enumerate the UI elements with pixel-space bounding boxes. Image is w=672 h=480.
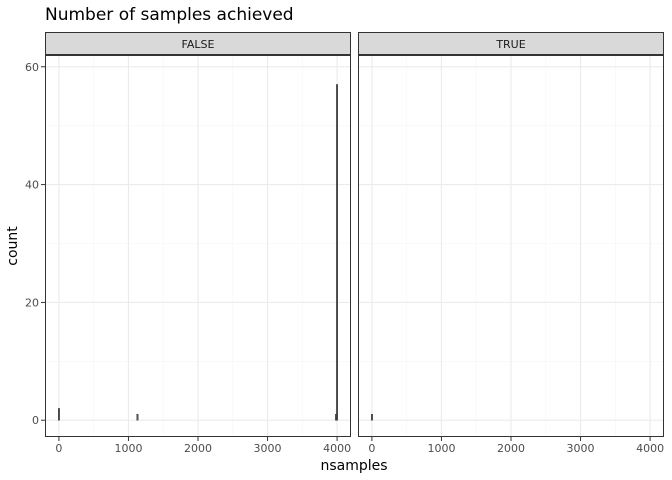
histogram-bar (58, 408, 60, 421)
x-tick-label: 0 (368, 442, 375, 455)
chart-title: Number of samples achieved (45, 5, 294, 25)
x-tick-label: 1000 (427, 442, 455, 455)
y-tick-label: 20 (25, 296, 39, 309)
facet-strip-label: FALSE (182, 38, 215, 51)
x-tick-label: 1000 (114, 442, 142, 455)
facet-strip (358, 32, 664, 55)
histogram-bar (336, 84, 338, 421)
panel-border (45, 55, 351, 437)
facet-strip-label: TRUE (495, 38, 525, 51)
x-axis-title: nsamples (320, 458, 387, 474)
facet-strip (45, 32, 351, 55)
histogram-bar (136, 414, 139, 421)
x-tick-label: 2000 (497, 442, 525, 455)
x-tick-label: 2000 (184, 442, 212, 455)
y-tick-label: 60 (25, 61, 39, 74)
x-tick-label: 3000 (254, 442, 282, 455)
facet-panel-false: FALSE 0 1000 2000 3000 4000 0 20 40 60 (25, 32, 351, 455)
panel-border (358, 55, 664, 437)
y-tick-label: 40 (25, 179, 39, 192)
facet-panels: FALSE 0 1000 2000 3000 4000 0 20 40 60 TRUE 0 1000 20… (25, 32, 664, 455)
x-tick-label: 4000 (323, 442, 351, 455)
x-tick-label: 4000 (636, 442, 664, 455)
facet-panel-true: TRUE 0 1000 2000 3000 4000 (358, 32, 664, 455)
y-axis-title: count (5, 226, 21, 266)
histogram-bar (371, 414, 373, 421)
x-tick-label: 3000 (567, 442, 595, 455)
y-tick-label: 0 (32, 414, 39, 427)
x-tick-label: 0 (55, 442, 62, 455)
